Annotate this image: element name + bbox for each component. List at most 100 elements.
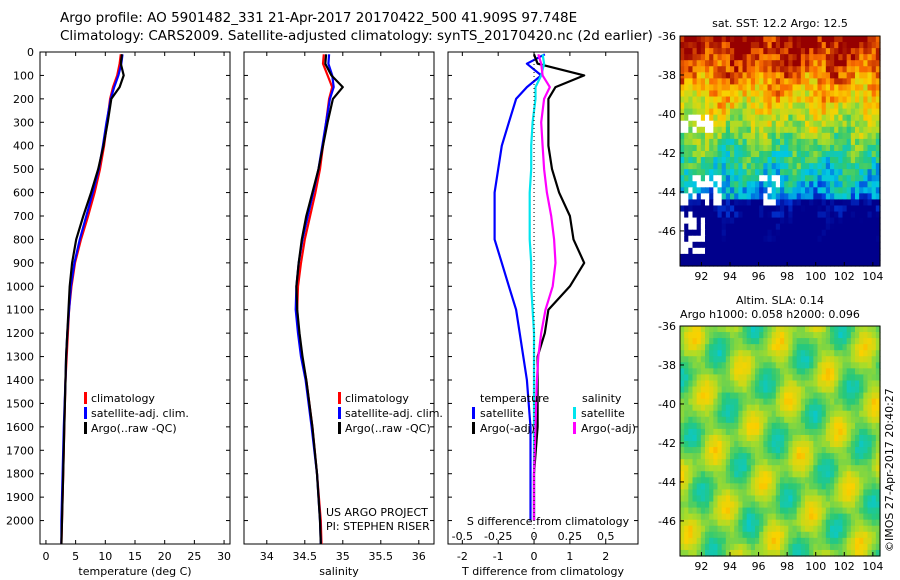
- map-cell: [696, 169, 702, 176]
- map-cell: [796, 398, 802, 406]
- map-cell: [821, 501, 827, 509]
- map-cell: [863, 483, 869, 491]
- map-cell: [763, 217, 769, 225]
- map-cell: [721, 392, 727, 400]
- map-cell: [775, 441, 781, 448]
- map-cell: [842, 428, 848, 436]
- map-cell: [800, 205, 806, 213]
- map-cell: [850, 549, 856, 557]
- map-cell: [817, 253, 823, 261]
- map-cell: [688, 84, 694, 92]
- map-cell: [767, 199, 773, 207]
- map-cell: [771, 501, 777, 509]
- map-cell: [813, 344, 819, 351]
- map-cell: [734, 247, 739, 255]
- map-cell: [871, 507, 877, 515]
- map-cell: [688, 259, 694, 267]
- map-cell: [750, 253, 756, 261]
- map-cell: [842, 422, 848, 430]
- map-cell: [709, 247, 714, 255]
- map-cell: [850, 326, 856, 333]
- map-cell: [830, 193, 835, 201]
- map-cell: [855, 483, 860, 491]
- map-cell: [742, 138, 748, 146]
- map-cell: [750, 332, 756, 339]
- map-cell: [871, 151, 877, 158]
- map-cell: [784, 42, 789, 49]
- map-cell: [846, 151, 852, 158]
- map-cell: [709, 90, 714, 98]
- map-cell: [780, 386, 785, 394]
- map-cell: [817, 513, 823, 521]
- map-cell: [738, 211, 744, 219]
- map-cell: [775, 459, 781, 466]
- map-cell: [855, 144, 860, 152]
- map-cell: [705, 392, 710, 400]
- map-cell: [721, 120, 727, 128]
- map-cell: [692, 96, 698, 104]
- map-cell: [700, 253, 706, 261]
- map-cell: [684, 422, 689, 430]
- map-cell: [763, 102, 769, 110]
- map-cell: [842, 513, 848, 521]
- map-cell: [742, 453, 748, 460]
- map-cell: [771, 495, 777, 503]
- map-cell: [692, 223, 698, 231]
- map-cell: [842, 114, 848, 122]
- map-cell: [830, 428, 835, 436]
- map-cell: [763, 453, 769, 460]
- lat-tick-label: -44: [658, 476, 676, 489]
- map-cell: [867, 163, 873, 170]
- map-cell: [792, 356, 798, 363]
- lat-tick-label: -46: [658, 225, 676, 238]
- map-cell: [871, 211, 877, 219]
- map-cell: [846, 217, 852, 225]
- map-cell: [750, 543, 756, 551]
- map-cell: [859, 459, 864, 466]
- map-cell: [721, 525, 727, 533]
- map-cell: [809, 114, 814, 122]
- map-cell: [850, 247, 856, 255]
- map-cell: [746, 48, 752, 55]
- map-cell: [759, 525, 764, 533]
- map-cell: [805, 42, 810, 49]
- map-cell: [705, 513, 710, 521]
- map-cell: [767, 501, 773, 509]
- map-cell: [738, 507, 744, 515]
- map-cell: [850, 374, 856, 382]
- map-cell: [705, 531, 710, 539]
- map-cell: [846, 477, 852, 484]
- map-cell: [809, 338, 814, 345]
- map-cell: [846, 332, 852, 339]
- map-cell: [721, 441, 727, 448]
- map-cell: [746, 410, 752, 418]
- map-cell: [867, 48, 873, 55]
- map-cell: [713, 368, 719, 376]
- map-cell: [850, 66, 856, 73]
- map-cell: [688, 525, 694, 533]
- map-cell: [767, 338, 773, 345]
- map-cell: [713, 543, 719, 551]
- map-cell: [771, 392, 777, 400]
- map-cell: [863, 380, 869, 388]
- map-cell: [800, 96, 806, 104]
- map-cell: [830, 434, 835, 442]
- map-cell: [855, 368, 860, 376]
- map-cell: [780, 465, 785, 472]
- map-cell: [696, 54, 702, 61]
- map-cell: [746, 416, 752, 424]
- map-cell: [875, 48, 881, 55]
- map-cell: [838, 78, 844, 86]
- map-cell: [734, 525, 739, 533]
- map-cell: [759, 84, 764, 92]
- map-cell: [713, 42, 719, 49]
- series-line: [493, 53, 546, 521]
- map-cell: [809, 368, 814, 376]
- map-cell: [688, 205, 694, 213]
- lon-tick-label: 94: [723, 270, 737, 283]
- map-cell: [784, 217, 789, 225]
- map-cell: [755, 537, 760, 545]
- map-cell: [771, 338, 777, 345]
- map-cell: [713, 84, 719, 92]
- map-cell: [738, 36, 744, 43]
